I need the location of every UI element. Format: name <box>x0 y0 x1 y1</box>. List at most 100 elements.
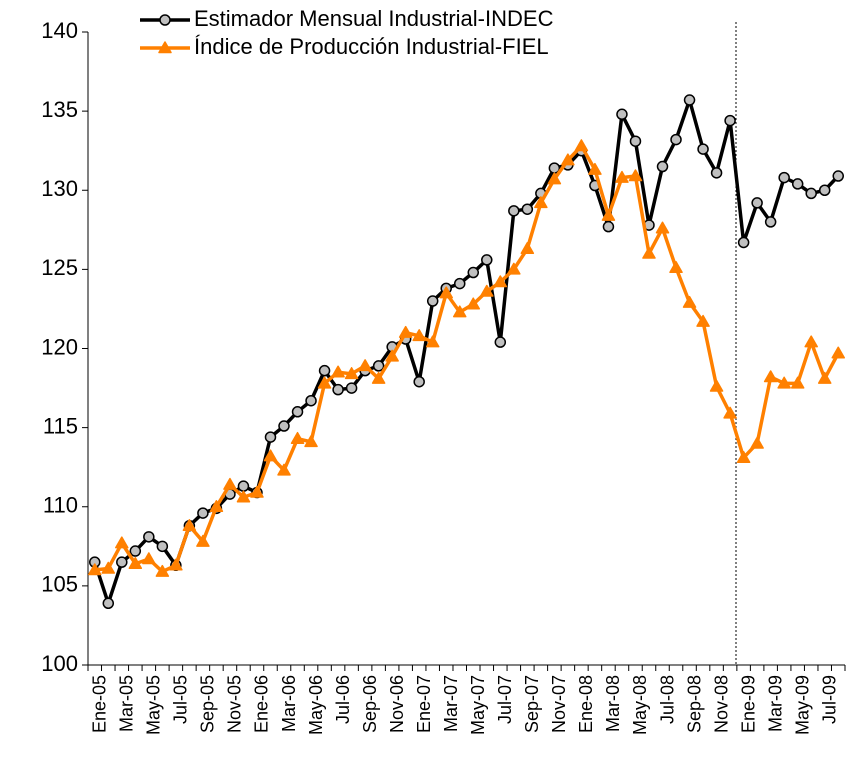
data-point <box>412 329 426 342</box>
data-point <box>88 563 102 576</box>
series-line <box>94 144 840 574</box>
data-point <box>750 436 764 449</box>
x-tick-label: May-05 <box>144 675 164 735</box>
data-point <box>709 379 724 392</box>
x-tick-label: Ene-05 <box>90 675 110 733</box>
data-point <box>425 335 440 348</box>
x-tick-label: Ene-08 <box>576 675 596 733</box>
data-point <box>655 221 670 234</box>
data-point <box>737 236 750 249</box>
data-point <box>318 364 331 377</box>
data-point <box>778 171 790 184</box>
data-point <box>777 376 791 389</box>
y-tick-label: 110 <box>43 493 78 518</box>
x-tick-label: May-06 <box>306 675 326 735</box>
data-point <box>129 545 142 557</box>
series <box>89 94 844 610</box>
data-point <box>493 275 508 288</box>
data-point <box>236 490 251 503</box>
data-point <box>290 431 305 444</box>
data-point <box>724 114 736 127</box>
data-point <box>156 540 169 553</box>
data-point <box>158 41 172 54</box>
data-point <box>277 463 291 476</box>
data-point <box>291 406 304 418</box>
x-tick-label: Mar-07 <box>441 675 461 732</box>
x-tick-label: May-08 <box>630 675 650 735</box>
x-tick-label: Jul-05 <box>171 675 191 724</box>
x-tick-label: May-07 <box>468 675 488 735</box>
data-point <box>332 383 344 396</box>
data-point <box>588 162 602 175</box>
y-tick-label: 135 <box>41 97 78 122</box>
legend-label: Estimador Mensual Industrial-INDEC <box>194 6 554 31</box>
data-point <box>143 531 155 543</box>
data-point <box>169 558 183 571</box>
data-point <box>616 108 628 121</box>
data-point <box>142 552 156 565</box>
x-tick-label: Ene-09 <box>738 675 758 733</box>
legend-label: Índice de Producción Industrial-FIEL <box>194 34 549 59</box>
x-tick-label: Jul-09 <box>819 675 839 724</box>
x-tick-label: Sep-07 <box>522 675 542 733</box>
data-point <box>480 284 494 297</box>
x-tick-label: Nov-08 <box>711 675 731 733</box>
data-point <box>697 143 709 155</box>
data-point <box>116 556 128 568</box>
data-point <box>615 170 629 183</box>
data-point <box>452 305 467 318</box>
data-point <box>317 376 332 389</box>
data-point <box>426 295 439 307</box>
y-tick-label: 140 <box>41 18 78 43</box>
data-point <box>832 170 844 182</box>
y-tick-label: 120 <box>41 334 78 359</box>
data-point <box>547 172 562 185</box>
data-point <box>466 297 481 310</box>
data-point <box>494 336 507 348</box>
data-point <box>398 325 413 338</box>
data-point <box>520 242 535 255</box>
data-point <box>696 314 710 327</box>
x-tick-label: Ene-07 <box>414 675 434 733</box>
data-point <box>670 133 682 146</box>
data-point <box>736 450 751 463</box>
series <box>88 139 845 577</box>
data-point <box>682 295 697 308</box>
data-point <box>791 178 804 190</box>
data-point <box>763 370 778 383</box>
data-point <box>102 597 115 610</box>
data-point <box>182 518 197 531</box>
data-point <box>250 485 264 498</box>
series-line <box>93 98 840 606</box>
y-tick-label: 105 <box>41 572 78 597</box>
data-point <box>263 449 278 462</box>
data-point <box>128 556 143 569</box>
x-tick-label: Nov-06 <box>387 675 407 733</box>
data-point <box>642 246 656 259</box>
data-point <box>196 534 210 547</box>
data-point <box>831 346 845 359</box>
data-point <box>481 254 493 266</box>
y-tick-label: 125 <box>41 255 78 280</box>
y-tick-label: 115 <box>43 413 78 438</box>
data-point <box>305 394 317 407</box>
data-point <box>628 169 643 182</box>
x-tick-label: Sep-05 <box>198 675 218 733</box>
data-point <box>453 277 466 290</box>
data-point <box>804 335 818 348</box>
y-tick-label: 130 <box>41 176 78 201</box>
data-point <box>656 160 669 173</box>
data-point <box>710 167 723 179</box>
data-point <box>751 197 763 209</box>
data-point <box>602 220 615 233</box>
x-tick-label: Ene-06 <box>252 675 272 733</box>
data-point <box>790 376 805 389</box>
data-point <box>331 365 345 378</box>
data-point <box>683 94 696 106</box>
data-point <box>507 262 521 275</box>
x-tick-label: Sep-06 <box>360 675 380 733</box>
data-point <box>413 375 425 388</box>
x-tick-label: Mar-06 <box>279 675 299 732</box>
data-point <box>304 435 318 448</box>
